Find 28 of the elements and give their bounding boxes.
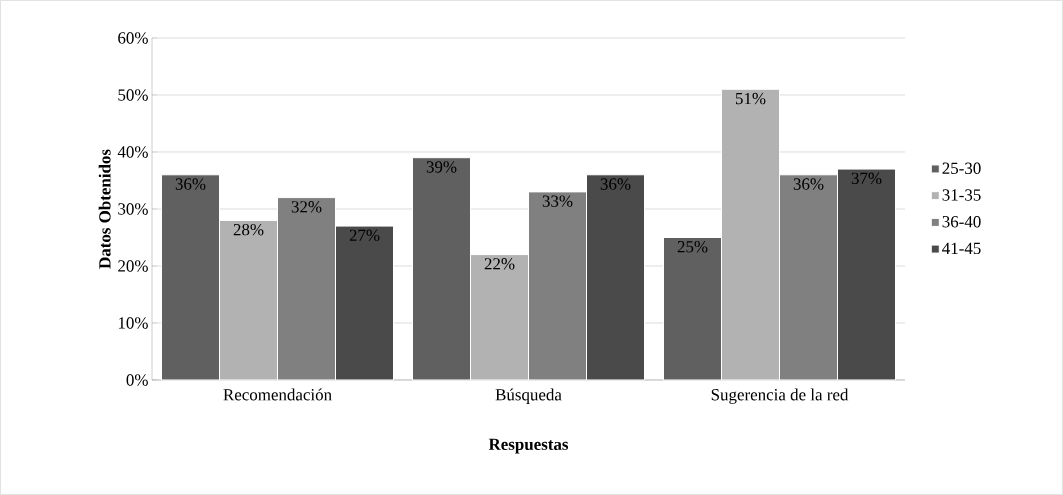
y-tick-label: 60% — [118, 32, 148, 44]
data-label: 36% — [600, 178, 631, 190]
legend-label: 31-35 — [942, 189, 981, 201]
y-tick-label: 30% — [118, 203, 148, 215]
data-label: 36% — [175, 178, 206, 190]
y-tick-label: 10% — [118, 317, 148, 329]
data-label: 32% — [291, 201, 322, 213]
data-label: 25% — [677, 241, 708, 253]
y-tick-label: 20% — [118, 260, 148, 272]
data-label: 27% — [349, 229, 380, 242]
data-label: 37% — [851, 172, 882, 185]
legend-label: 25-30 — [942, 162, 981, 174]
legend-label: 41-45 — [942, 242, 981, 255]
x-tick-label: Búsqueda — [495, 388, 562, 404]
x-tick-label: Recomendación — [223, 388, 332, 401]
y-axis-title: Datos Obtenidos — [98, 149, 111, 269]
data-label: 22% — [484, 258, 515, 270]
legend-label: 36-40 — [942, 215, 981, 228]
data-label: 39% — [426, 161, 457, 173]
x-tick-label: Sugerencia de la red — [711, 388, 849, 404]
y-tick-label: 40% — [117, 146, 148, 158]
data-label: 51% — [735, 92, 766, 105]
y-tick-label: 0% — [126, 374, 148, 386]
y-tick-label: 50% — [118, 89, 148, 101]
data-label: 36% — [793, 178, 824, 190]
data-label: 28% — [233, 223, 264, 236]
data-label: 33% — [542, 195, 573, 207]
x-axis-title: Respuestas — [488, 438, 569, 454]
